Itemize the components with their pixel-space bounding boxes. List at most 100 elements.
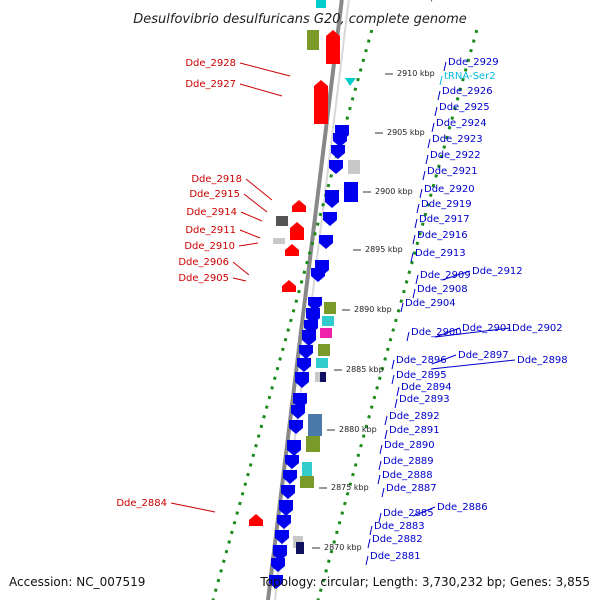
leader-right-16 [412,288,416,299]
leader-right-26 [394,398,398,409]
leader-left-3 [245,178,273,201]
gene-label-right: Dde_2922 [430,150,481,161]
kbp-tick-label: 2875 kbp [331,483,369,492]
gene-label-right: Dde_2886 [437,502,488,513]
gene-label-right: Dde_2926 [442,86,493,97]
leader-right-8 [422,170,426,181]
leader-right-22 [431,359,516,370]
gene-label-left: Dde_2918 [191,174,242,185]
gene-label-right: Dde_2900 [411,327,462,338]
gene-label-right: Dde_2919 [421,199,472,210]
gene-label-right: Dde_2883 [374,521,425,532]
leader-left-1 [239,62,291,77]
kbp-tick-label: 2900 kbp [375,187,413,196]
gene-label-right: Dde_2925 [439,102,490,113]
leader-right-31 [377,474,381,485]
gene-label-right: Dde_2901 [462,323,513,334]
accession-text: Accession: NC_007519 [9,575,145,589]
gene-label-right: Dde_2890 [384,440,435,451]
gene-label-right: Dde_2893 [399,394,450,405]
leader-right-10 [416,203,420,214]
gene-label-right: Dde_2909 [420,270,471,281]
gene-label-right: Dde_2921 [427,166,478,177]
gene-label-right: Dde_2912 [472,266,523,277]
forward-gene-14 [299,345,313,359]
gc-block-2 [348,160,360,174]
gene-label-right: Dde_2896 [396,355,447,366]
gene-label-right: Dde_2889 [383,456,434,467]
leader-right-1 [443,61,447,72]
leader-right-27 [384,415,388,426]
trna-top-fragment [316,0,326,8]
forward-gene-29 [269,575,283,589]
forward-gene-19 [289,420,303,434]
gene-label-left: Dde_2927 [185,79,236,90]
gc-block-4 [276,216,288,226]
gene-label-right: Dde_2898 [517,355,568,366]
gc-block-9 [318,344,330,356]
leader-right-29 [379,444,383,455]
leader-right-3 [437,90,441,101]
leader-left-9 [232,277,247,282]
leader-right-11 [414,218,418,229]
gene-label-right: Dde_2923 [432,134,483,145]
topology-text: Topology: circular; Length: 3,730,232 bp… [259,575,590,589]
forward-gene-10 [308,297,322,311]
kbp-tick-label: 2910 kbp [397,69,435,78]
leader-right-13 [410,252,414,263]
reverse-gene-7 [249,514,263,526]
leader-left-7 [238,242,259,247]
reverse-gene-2 [314,80,328,124]
leader-right-33 [412,506,436,517]
gene-label-left: Dde_2914 [186,207,237,218]
leader-right-32 [381,487,385,498]
leader-left-8 [232,261,250,276]
gene-label-right: Dde_2882 [372,534,423,545]
forward-gene-22 [283,470,297,484]
label-leader-lines [170,61,516,566]
forward-gene-23 [281,485,295,499]
forward-gene-4 [329,160,343,174]
leader-right-24 [391,374,395,385]
gene-label-right: Dde_2891 [389,425,440,436]
leader-right-12 [412,234,416,245]
gene-label-left: Dde_2910 [184,241,235,252]
leader-right-6 [427,138,431,149]
leader-left-4 [243,193,268,213]
forward-gene-5 [325,190,339,208]
gc-block-14 [306,436,320,452]
leader-right-18 [434,327,461,338]
gene-label-left: Dde_2905 [178,273,229,284]
kbp-tick-label: 2870 kbp [324,543,362,552]
leader-right-7 [425,154,429,165]
gc-block-13 [308,414,322,436]
leader-right-4 [434,106,438,117]
kbp-tick-label: 2915 kbp [398,0,436,2]
leader-right-5 [431,122,435,133]
leader-left-5 [240,211,263,222]
gene-label-right: Dde_2916 [417,230,468,241]
forward-gene-26 [275,530,289,544]
gene-label-right: Dde_2913 [415,248,466,259]
gc-block-10 [316,358,328,368]
reverse-gene-3 [292,200,306,212]
forward-gene-6 [323,212,337,226]
gc-block-18 [296,542,304,554]
gc-block-7 [322,316,334,326]
gene-label-right: Dde_2917 [419,214,470,225]
forward-gene-27 [273,545,287,561]
gene-label-left: Dde_2911 [185,225,236,236]
gene-label-right: Dde_2888 [382,470,433,481]
kbp-tick-label: 2880 kbp [339,425,377,434]
kbp-tick-label: 2890 kbp [354,305,392,314]
gene-label-right: Dde_2929 [448,57,499,68]
gene-label-right: Dde_2881 [370,551,421,562]
forward-gene-16 [295,372,309,388]
leader-right-28 [384,429,388,440]
gc-block-12 [320,372,326,382]
gene-label-right: Dde_2897 [458,350,509,361]
reverse-gene-4 [290,222,304,240]
forward-gene-21 [285,455,299,469]
